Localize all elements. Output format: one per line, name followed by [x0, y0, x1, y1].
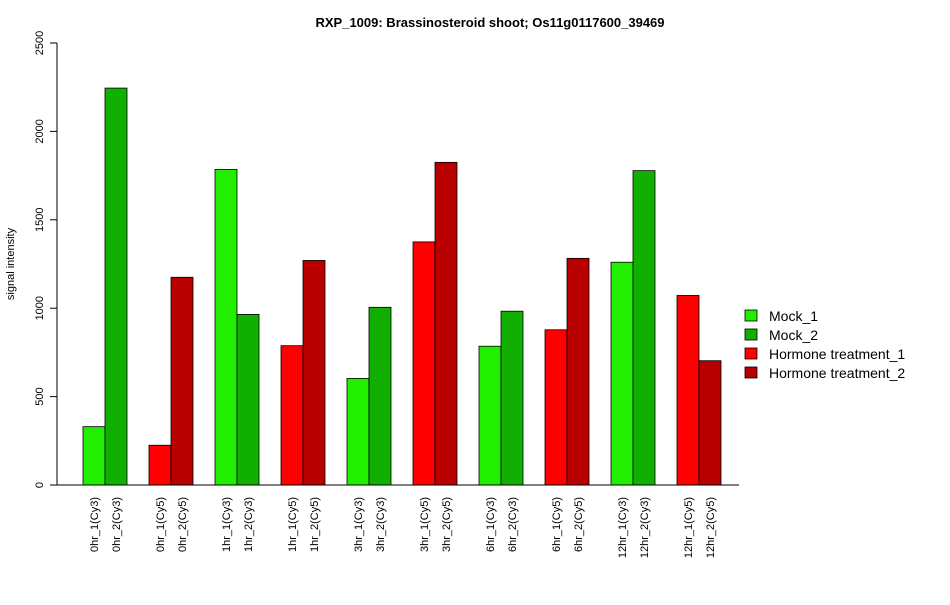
legend: Mock_1 Mock_2 Hormone treatment_1 Hormone t…: [744, 308, 905, 381]
bar: [544, 329, 568, 486]
bar: [500, 310, 524, 486]
bar: [698, 360, 722, 486]
bar: [236, 313, 260, 486]
x-tick-label: 3hr_2(Cy3): [375, 497, 387, 552]
bar: [566, 257, 590, 486]
bar: [368, 306, 392, 486]
bar: [478, 345, 502, 486]
legend-label: Hormone treatment_1: [769, 346, 905, 362]
x-tick-label: 1hr_2(Cy3): [243, 497, 255, 552]
x-tick-label: 0hr_2(Cy3): [111, 497, 123, 552]
bar: [214, 169, 238, 486]
legend-label: Hormone treatment_2: [769, 365, 905, 381]
x-tick-label: 6hr_2(Cy3): [507, 497, 519, 552]
chart-title: RXP_1009: Brassinosteroid shoot; Os11g01…: [315, 15, 664, 30]
bar: [434, 161, 458, 486]
legend-label: Mock_2: [769, 327, 818, 343]
x-tick-label: 0hr_1(Cy5): [155, 497, 167, 552]
x-tick-label: 1hr_1(Cy5): [287, 497, 299, 552]
x-tick-label: 12hr_2(Cy3): [639, 497, 651, 558]
x-tick-label: 6hr_2(Cy5): [573, 497, 585, 552]
x-tick-label: 3hr_2(Cy5): [441, 497, 453, 552]
legend-swatch: [744, 328, 758, 341]
bar: [412, 241, 436, 486]
x-axis: 0hr_1(Cy3) 0hr_2(Cy3) 0hr_1(Cy5) 0hr_2(Cy5)…: [57, 484, 739, 558]
bar: [632, 170, 656, 486]
x-tick-label: 12hr_2(Cy5): [705, 497, 717, 558]
x-tick-label: 3hr_1(Cy5): [419, 497, 431, 552]
legend-swatch: [744, 347, 758, 360]
y-axis-label: signal intensity: [5, 227, 17, 300]
bar: [104, 87, 128, 486]
y-tick-label: 2000: [34, 119, 46, 143]
x-tick-label: 12hr_1(Cy5): [683, 497, 695, 558]
x-tick-label: 12hr_1(Cy3): [617, 497, 629, 558]
bars-layer: [82, 87, 722, 486]
bar: [676, 295, 700, 486]
y-tick-label: 2500: [34, 31, 46, 55]
y-tick-label: 0: [34, 482, 46, 488]
bar: [170, 276, 194, 486]
bar: [82, 426, 106, 486]
bar: [148, 444, 172, 486]
legend-label: Mock_1: [769, 308, 818, 324]
bar: [280, 345, 304, 486]
y-axis: 0 500 1000 1500 2000 2500: [34, 31, 58, 488]
y-tick-label: 500: [34, 387, 46, 405]
bar: [610, 261, 634, 486]
x-tick-label: 6hr_1(Cy3): [485, 497, 497, 552]
x-tick-label: 0hr_2(Cy5): [177, 497, 189, 552]
x-tick-label: 3hr_1(Cy3): [353, 497, 365, 552]
x-tick-label: 1hr_2(Cy5): [309, 497, 321, 552]
x-tick-label: 6hr_1(Cy5): [551, 497, 563, 552]
y-tick-label: 1000: [34, 296, 46, 320]
legend-swatch: [744, 309, 758, 322]
x-tick-label: 1hr_1(Cy3): [221, 497, 233, 552]
x-tick-label: 0hr_1(Cy3): [89, 497, 101, 552]
y-tick-label: 1500: [34, 208, 46, 232]
bar: [302, 260, 326, 486]
bar: [346, 377, 370, 486]
legend-swatch: [744, 366, 758, 379]
